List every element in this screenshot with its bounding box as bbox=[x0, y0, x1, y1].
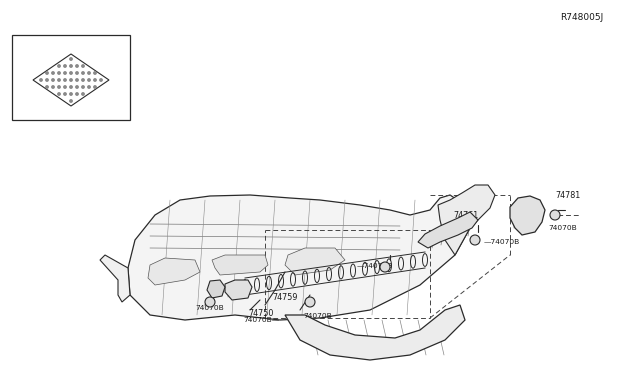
Text: 74759: 74759 bbox=[272, 292, 298, 301]
Circle shape bbox=[76, 72, 78, 74]
Circle shape bbox=[46, 79, 48, 81]
Circle shape bbox=[70, 79, 72, 81]
Polygon shape bbox=[212, 255, 268, 275]
Circle shape bbox=[94, 79, 96, 81]
Text: 74781: 74781 bbox=[555, 190, 580, 199]
Text: 74070B: 74070B bbox=[195, 305, 224, 311]
Circle shape bbox=[88, 79, 90, 81]
Polygon shape bbox=[207, 280, 225, 298]
Circle shape bbox=[70, 72, 72, 74]
Polygon shape bbox=[285, 305, 465, 360]
Circle shape bbox=[64, 79, 66, 81]
Circle shape bbox=[58, 93, 60, 95]
Polygon shape bbox=[225, 280, 252, 300]
Polygon shape bbox=[510, 196, 545, 235]
Circle shape bbox=[52, 86, 54, 88]
Circle shape bbox=[82, 65, 84, 67]
Circle shape bbox=[64, 72, 66, 74]
Circle shape bbox=[550, 210, 560, 220]
Circle shape bbox=[70, 100, 72, 102]
Circle shape bbox=[82, 86, 84, 88]
Text: —74070B: —74070B bbox=[484, 239, 520, 245]
Circle shape bbox=[76, 79, 78, 81]
Circle shape bbox=[70, 58, 72, 60]
Circle shape bbox=[46, 72, 48, 74]
Text: 74070B: 74070B bbox=[548, 225, 577, 231]
Circle shape bbox=[94, 86, 96, 88]
Circle shape bbox=[205, 297, 215, 307]
Circle shape bbox=[305, 297, 315, 307]
Circle shape bbox=[82, 79, 84, 81]
Circle shape bbox=[58, 86, 60, 88]
Circle shape bbox=[58, 65, 60, 67]
Polygon shape bbox=[33, 54, 109, 106]
Circle shape bbox=[470, 235, 480, 245]
Circle shape bbox=[70, 93, 72, 95]
Circle shape bbox=[82, 72, 84, 74]
Circle shape bbox=[64, 93, 66, 95]
Circle shape bbox=[88, 86, 90, 88]
Circle shape bbox=[40, 79, 42, 81]
Circle shape bbox=[58, 79, 60, 81]
Polygon shape bbox=[128, 195, 470, 320]
Circle shape bbox=[70, 65, 72, 67]
Circle shape bbox=[76, 86, 78, 88]
Polygon shape bbox=[100, 255, 130, 302]
Circle shape bbox=[100, 79, 102, 81]
Text: 74070B: 74070B bbox=[303, 313, 332, 319]
Circle shape bbox=[380, 262, 390, 272]
Circle shape bbox=[70, 86, 72, 88]
Circle shape bbox=[76, 93, 78, 95]
Text: 74761: 74761 bbox=[453, 211, 478, 219]
Circle shape bbox=[76, 65, 78, 67]
Circle shape bbox=[94, 72, 96, 74]
Circle shape bbox=[52, 79, 54, 81]
Circle shape bbox=[58, 72, 60, 74]
Circle shape bbox=[82, 93, 84, 95]
Polygon shape bbox=[438, 185, 495, 255]
Text: —74070B: —74070B bbox=[357, 263, 393, 269]
Polygon shape bbox=[148, 258, 200, 285]
Text: 74892R: 74892R bbox=[30, 39, 63, 48]
Circle shape bbox=[52, 72, 54, 74]
Polygon shape bbox=[285, 248, 345, 275]
Bar bbox=[12, 35, 130, 120]
Circle shape bbox=[64, 86, 66, 88]
Text: R748005J: R748005J bbox=[560, 13, 604, 22]
Text: 74070B—: 74070B— bbox=[243, 317, 279, 323]
Text: 74750: 74750 bbox=[248, 310, 273, 318]
Text: 74892R: 74892R bbox=[30, 44, 61, 52]
Circle shape bbox=[88, 72, 90, 74]
Circle shape bbox=[46, 86, 48, 88]
Polygon shape bbox=[418, 212, 478, 248]
Circle shape bbox=[64, 65, 66, 67]
